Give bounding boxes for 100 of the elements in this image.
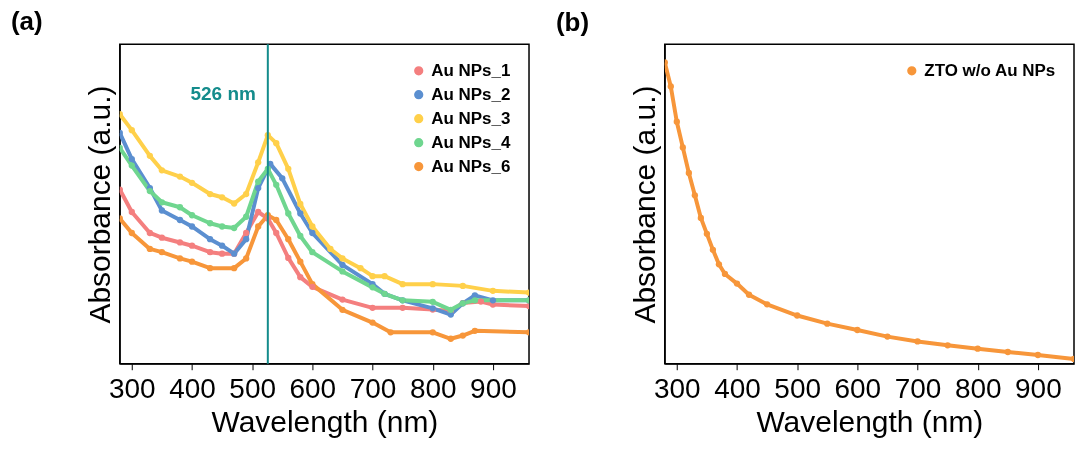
point <box>357 265 364 272</box>
legend-label: Au NPs_6 <box>431 156 511 176</box>
point <box>914 338 921 345</box>
point <box>285 236 292 243</box>
point <box>763 301 771 308</box>
point <box>339 306 346 313</box>
point <box>255 159 262 166</box>
point <box>339 296 346 303</box>
point <box>255 184 262 192</box>
point <box>399 304 406 311</box>
point <box>944 342 951 349</box>
point <box>297 258 304 265</box>
point <box>525 329 530 336</box>
point <box>691 192 699 199</box>
x-axis-title: Wavelength (nm) <box>211 405 439 439</box>
point <box>176 216 184 224</box>
point <box>158 234 166 241</box>
point <box>188 242 196 249</box>
point <box>285 254 292 262</box>
point <box>745 291 753 298</box>
point <box>854 326 861 334</box>
point <box>459 282 466 290</box>
point <box>471 297 479 304</box>
point <box>369 304 376 311</box>
point <box>230 265 238 272</box>
point <box>733 280 741 287</box>
point <box>824 320 831 327</box>
point <box>327 245 334 253</box>
point <box>188 258 196 265</box>
point <box>309 223 316 230</box>
point <box>255 223 262 230</box>
legend-label: Au NPs_1 <box>431 60 511 80</box>
point <box>176 255 184 262</box>
point <box>339 255 346 262</box>
point <box>158 207 166 214</box>
point <box>243 213 250 220</box>
legend-label: Au NPs_4 <box>431 132 511 152</box>
point <box>429 298 436 305</box>
point <box>146 229 154 237</box>
point <box>387 329 394 336</box>
point <box>667 83 674 90</box>
point <box>230 200 238 207</box>
point <box>679 144 686 151</box>
point <box>285 210 292 217</box>
point <box>243 236 250 243</box>
point <box>158 167 166 174</box>
point <box>128 127 135 134</box>
point <box>273 139 280 147</box>
x-tick-label: 600 <box>289 373 337 405</box>
point <box>399 280 406 288</box>
point <box>1004 348 1011 356</box>
point <box>459 332 466 339</box>
point <box>243 255 250 262</box>
point <box>146 152 154 160</box>
point <box>206 190 214 198</box>
point <box>188 179 196 186</box>
point <box>188 223 196 230</box>
point <box>206 236 214 243</box>
point <box>721 270 729 278</box>
y-axis-title: Absorbance (a.u.) <box>628 85 662 324</box>
point <box>146 245 154 253</box>
point <box>273 229 280 237</box>
point <box>709 246 717 253</box>
x-tick-label: 300 <box>109 373 156 405</box>
point <box>273 216 280 224</box>
point <box>218 250 226 257</box>
point <box>715 261 723 268</box>
point <box>297 200 304 208</box>
point <box>176 204 184 211</box>
point <box>218 223 226 230</box>
x-tick-label: 900 <box>470 373 517 405</box>
point <box>339 261 346 269</box>
point <box>176 173 184 180</box>
point <box>697 214 705 222</box>
chart-title: (a) <box>10 7 43 36</box>
x-tick-label: 700 <box>894 373 942 405</box>
point <box>128 155 135 163</box>
point <box>884 333 891 340</box>
point <box>243 229 250 237</box>
point <box>128 229 135 237</box>
point <box>369 272 376 280</box>
point <box>974 345 981 352</box>
point <box>279 175 286 182</box>
legend-label: Au NPs_2 <box>431 84 511 104</box>
x-tick-label: 300 <box>653 373 701 405</box>
legend-label: ZTO w/o Au NPs <box>924 60 1056 80</box>
point <box>339 268 346 275</box>
x-tick-label: 500 <box>774 373 821 405</box>
x-tick-label: 800 <box>409 373 457 405</box>
point <box>429 280 436 288</box>
point <box>489 287 497 295</box>
x-tick-label: 400 <box>714 373 761 405</box>
point <box>685 169 692 177</box>
point <box>477 298 485 305</box>
point <box>489 297 497 304</box>
point <box>447 335 454 342</box>
x-tick-label: 600 <box>834 373 882 405</box>
point <box>206 220 214 227</box>
y-axis-title: Absorbance (a.u.) <box>83 85 117 324</box>
point <box>243 190 250 198</box>
